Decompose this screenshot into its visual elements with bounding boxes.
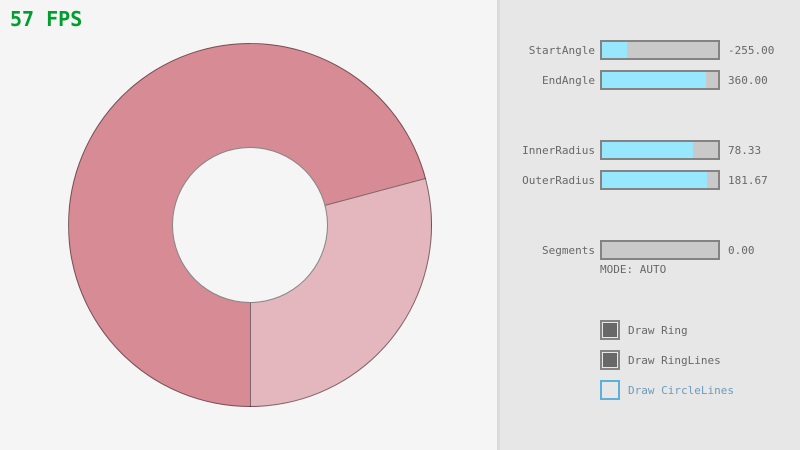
panel-divider (497, 0, 500, 450)
outerradius-label: OuterRadius (522, 174, 595, 187)
outerradius-slider-fill (602, 172, 708, 188)
draw-ring-checkmark (603, 323, 617, 337)
draw-ringlines-label: Draw RingLines (628, 354, 721, 367)
endangle-value: 360.00 (728, 74, 768, 87)
innerradius-slider[interactable] (600, 140, 720, 160)
checkbox-row-draw-circlelines: Draw CircleLines (500, 380, 800, 400)
startangle-label: StartAngle (528, 44, 595, 57)
innerradius-slider-fill (602, 142, 693, 158)
outerradius-slider[interactable] (600, 170, 720, 190)
slider-row-outerradius: OuterRadius 181.67 (500, 170, 800, 190)
segments-label: Segments (542, 244, 595, 257)
slider-row-innerradius: InnerRadius 78.33 (500, 140, 800, 160)
startangle-slider[interactable] (600, 40, 720, 60)
checkbox-row-draw-ring: Draw Ring (500, 320, 800, 340)
outerradius-value: 181.67 (728, 174, 768, 187)
fps-counter: 57 FPS (10, 7, 83, 31)
checkbox-row-draw-ringlines: Draw RingLines (500, 350, 800, 370)
innerradius-value: 78.33 (728, 144, 762, 157)
draw-ring-checkbox[interactable] (600, 320, 620, 340)
endangle-slider[interactable] (600, 70, 720, 90)
segments-slider[interactable] (600, 240, 720, 260)
startangle-slider-fill (602, 42, 628, 58)
ring-line-end (250, 225, 251, 407)
mode-label: MODE: AUTO (600, 263, 667, 276)
innerradius-label: InnerRadius (522, 144, 595, 157)
endangle-label: EndAngle (542, 74, 595, 87)
slider-row-startangle: StartAngle -255.00 (500, 40, 800, 60)
draw-ringlines-checkmark (603, 353, 617, 367)
controls-panel: StartAngle -255.00 EndAngle 360.00 Inner… (500, 0, 800, 450)
ring-inner-hole (172, 147, 328, 303)
segments-value: 0.00 (728, 244, 755, 257)
ring-canvas (68, 43, 432, 407)
draw-circlelines-checkbox[interactable] (600, 380, 620, 400)
slider-row-segments: Segments 0.00 (500, 240, 800, 260)
draw-circlelines-label: Draw CircleLines (628, 384, 734, 397)
draw-ring-label: Draw Ring (628, 324, 688, 337)
draw-ringlines-checkbox[interactable] (600, 350, 620, 370)
startangle-value: -255.00 (728, 44, 775, 57)
slider-row-endangle: EndAngle 360.00 (500, 70, 800, 90)
endangle-slider-fill (602, 72, 707, 88)
